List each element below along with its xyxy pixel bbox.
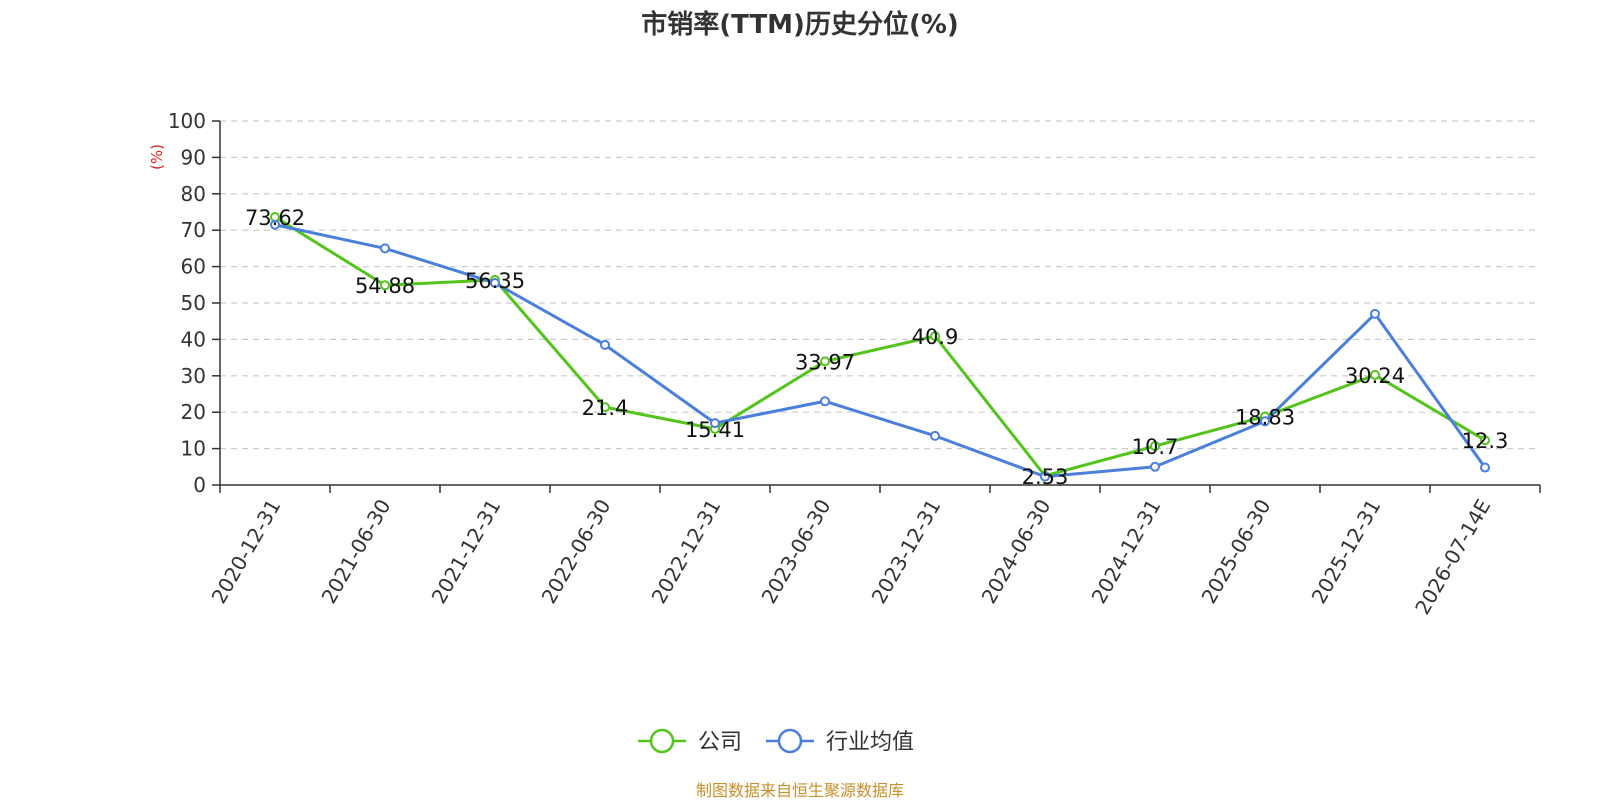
data-point[interactable] [1370,369,1380,380]
y-tick-label: 90 [181,145,206,169]
data-label: 40.9 [912,325,959,349]
data-point[interactable] [820,356,830,367]
data-point[interactable] [1480,435,1490,446]
series-line [274,223,1487,479]
x-tick-label: 2023-12-31 [866,495,945,608]
legend-item-0[interactable]: 公司 [638,728,742,755]
data-labels: 73.62 54.88 56.35 21.4 15.41 33.97 40.9 2.53 10.… [245,206,1508,489]
data-point[interactable] [490,277,500,288]
data-point[interactable] [600,402,610,413]
legend-label: 公司 [698,730,742,755]
data-label: 73.62 [245,206,305,230]
data-point[interactable] [380,280,390,291]
x-tick-label: 2025-12-31 [1306,495,1385,608]
legend-item-1[interactable]: 行业均值 [766,728,914,755]
data-label: 56.35 [465,269,525,293]
data-point[interactable] [820,396,830,407]
data-point[interactable] [1480,462,1490,473]
series-1 [270,219,1490,482]
y-tick-label: 20 [181,400,206,424]
legend-swatch-marker [649,728,675,754]
data-point[interactable] [710,418,720,429]
y-tick-label: 40 [181,327,206,351]
y-axis-unit: (%) [148,144,166,170]
source-note: 制图数据来自恒生聚源数据库 [696,781,904,800]
data-point[interactable] [1150,461,1160,472]
y-tick-label: 70 [181,218,206,242]
data-point[interactable] [270,219,280,230]
series-layer [270,212,1490,482]
data-label: 10.7 [1132,435,1179,459]
y-tick-label: 50 [181,291,206,315]
data-point[interactable] [930,331,940,342]
x-tick-label: 2020-12-31 [206,495,285,608]
data-point[interactable] [930,430,940,441]
legend: 公司 行业均值 [638,728,914,755]
data-label: 33.97 [795,350,855,374]
data-point[interactable] [1260,416,1270,427]
data-point[interactable] [380,243,390,254]
series-0 [270,212,1490,481]
x-tick-label: 2021-12-31 [426,495,505,608]
data-point[interactable] [600,339,610,350]
y-tick-label: 10 [181,437,206,461]
y-tick-label: 80 [181,182,206,206]
data-label: 2.53 [1022,465,1069,489]
data-label: 54.88 [355,274,415,298]
data-label: 21.4 [582,396,629,420]
data-label: 15.41 [685,418,745,442]
x-tick-label: 2024-12-31 [1086,495,1165,608]
legend-swatch-marker [777,728,803,754]
y-tick-label: 30 [181,364,206,388]
data-label: 30.24 [1345,364,1405,388]
data-point[interactable] [1040,471,1050,482]
data-point[interactable] [1150,441,1160,452]
y-tick-label: 60 [181,255,206,279]
chart-title: 市销率(TTM)历史分位(%) [641,9,959,40]
x-tick-label: 2025-06-30 [1196,495,1275,608]
y-tick-label: 0 [193,473,206,497]
data-label: 12.3 [1462,429,1509,453]
x-tick-label: 2024-06-30 [976,495,1055,608]
series-line [274,215,1486,478]
x-tick-label: 2023-06-30 [756,495,835,608]
data-point[interactable] [1370,308,1380,319]
y-tick-label: 100 [168,109,206,133]
data-label: 18.83 [1235,405,1295,429]
x-tick-label: 2022-12-31 [646,495,725,608]
x-tick-label: 2026-07-14E [1410,495,1495,619]
legend-label: 行业均值 [826,730,914,755]
x-tick-label: 2021-06-30 [316,495,395,608]
x-tick-label: 2022-06-30 [536,495,615,608]
